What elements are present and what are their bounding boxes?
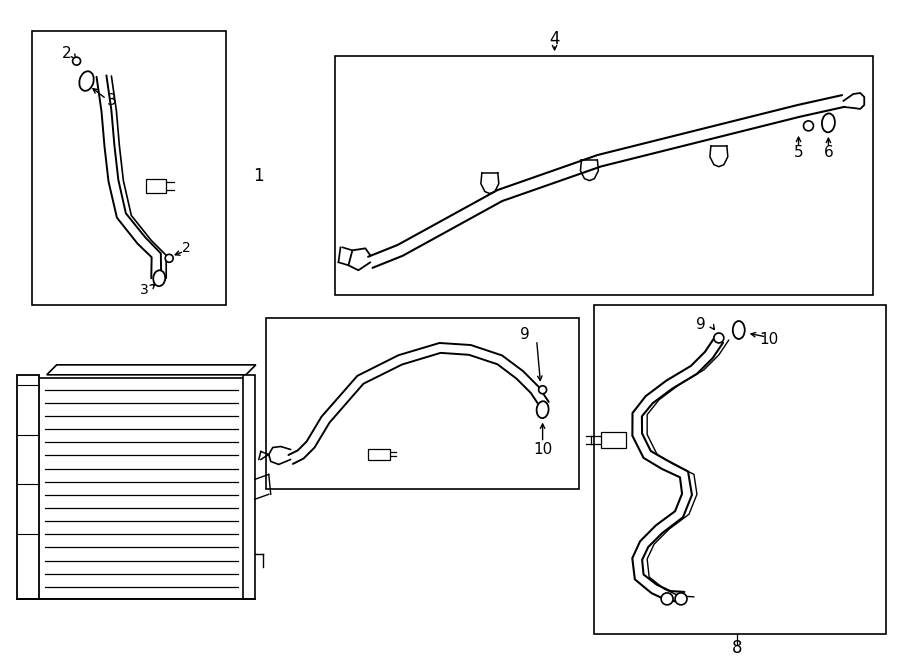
Circle shape [662, 593, 673, 605]
Bar [336, 56, 873, 295]
Text: 1: 1 [254, 167, 264, 184]
Ellipse shape [733, 321, 745, 339]
Text: 9: 9 [696, 317, 706, 332]
Bar [243, 375, 255, 599]
Text: 8: 8 [732, 639, 742, 656]
Circle shape [538, 386, 546, 394]
Text: 9: 9 [520, 327, 529, 342]
Bar [32, 31, 226, 305]
Polygon shape [37, 378, 246, 599]
Text: 4: 4 [549, 30, 560, 48]
Text: 10: 10 [533, 442, 553, 457]
Ellipse shape [153, 270, 166, 286]
Circle shape [675, 593, 687, 605]
Ellipse shape [822, 114, 835, 132]
Text: 10: 10 [759, 332, 778, 348]
Polygon shape [47, 365, 256, 375]
Text: 2: 2 [62, 46, 71, 61]
Bar [17, 375, 39, 599]
Circle shape [166, 254, 173, 262]
Ellipse shape [79, 71, 94, 91]
Bar [601, 432, 626, 447]
Circle shape [714, 333, 724, 343]
Ellipse shape [536, 401, 549, 418]
Text: 3: 3 [140, 283, 148, 297]
Bar [147, 178, 166, 192]
Text: 7: 7 [241, 391, 252, 408]
Text: 3: 3 [106, 93, 116, 108]
Circle shape [804, 121, 814, 131]
Bar [368, 449, 391, 461]
Bar [594, 305, 886, 634]
Text: 5: 5 [794, 145, 804, 160]
Text: 6: 6 [824, 145, 833, 160]
Text: 2: 2 [182, 241, 191, 255]
Circle shape [73, 57, 81, 65]
Bar [266, 318, 580, 489]
